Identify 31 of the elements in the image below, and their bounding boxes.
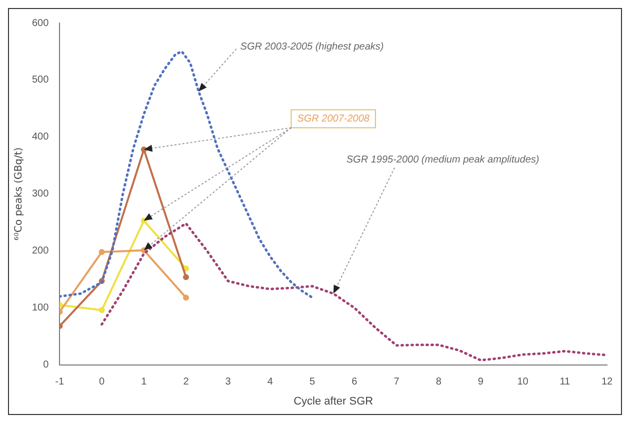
x-tick-label: 6 xyxy=(352,376,358,388)
point xyxy=(98,307,105,314)
annotation: SGR 2007-2008 xyxy=(297,113,370,124)
x-tick-label: 4 xyxy=(267,376,274,388)
y-tick-label: 200 xyxy=(32,246,50,257)
point xyxy=(182,274,189,280)
x-tick-label: 3 xyxy=(225,376,232,388)
annotation: SGR 1995-2000 (medium peak amplitudes) xyxy=(346,154,540,166)
y-tick-label: 500 xyxy=(32,74,50,86)
x-tick-label: 12 xyxy=(601,376,613,388)
x-tick-label: 11 xyxy=(560,376,571,388)
y-tick-label: 400 xyxy=(32,132,50,143)
x-tick-label: 9 xyxy=(478,376,484,388)
y-tick-label: 300 xyxy=(32,188,50,200)
x-tick-label: 7 xyxy=(394,376,400,388)
annotation: SGR 2003-2005 (highest peaks) xyxy=(240,42,384,53)
x-tick-label: 10 xyxy=(517,376,529,388)
point xyxy=(182,294,189,301)
y-tick-label: 0 xyxy=(43,360,50,371)
y-tick-label: 100 xyxy=(32,302,50,314)
x-tick-label: 2 xyxy=(183,376,190,388)
x-tick-label: -1 xyxy=(55,376,65,388)
x-tick-label: 8 xyxy=(436,376,442,388)
x-tick-label: 5 xyxy=(310,376,316,388)
line-series xyxy=(100,222,607,362)
y-tick-label: 600 xyxy=(32,18,50,29)
point xyxy=(98,249,105,256)
x-tick-label: 1 xyxy=(141,376,148,388)
x-tick-label: 0 xyxy=(99,376,106,388)
y-axis-title: ⁶⁰Co peaks (GBq/t) xyxy=(14,147,25,240)
x-axis-title: Cycle after SGR xyxy=(294,395,374,408)
